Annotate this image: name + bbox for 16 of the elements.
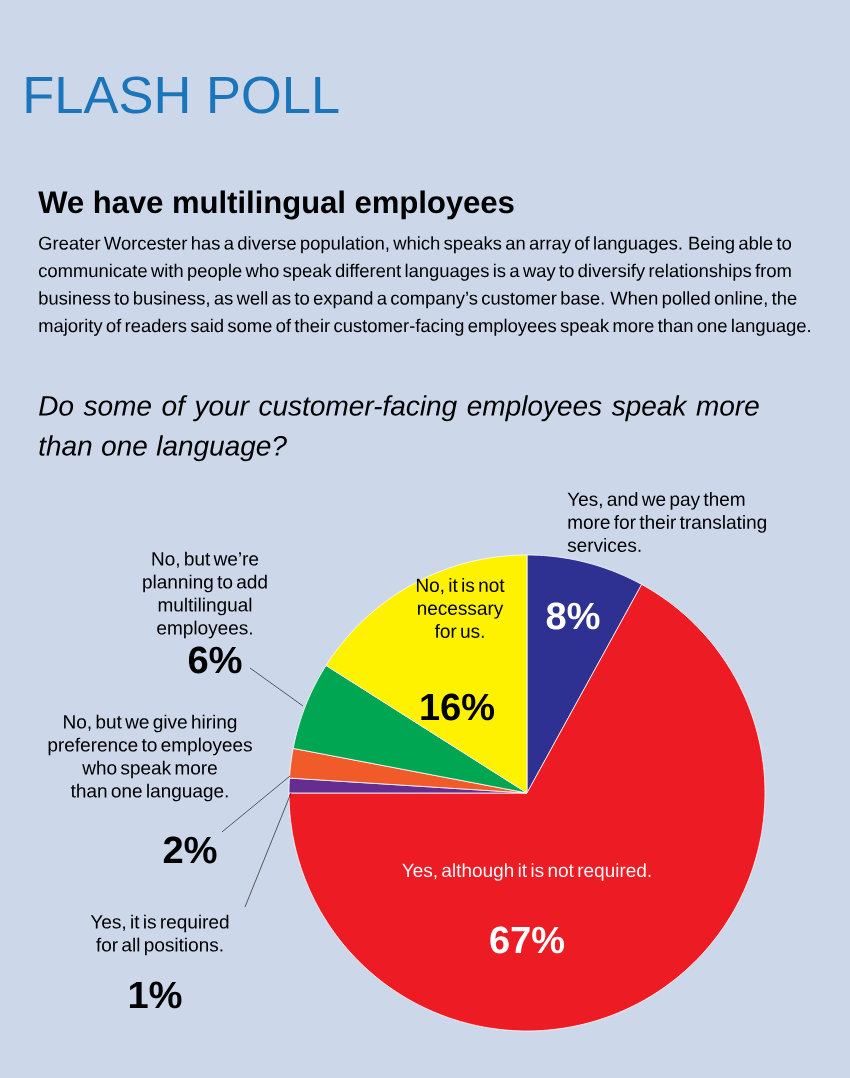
data-label: 67% [490, 926, 565, 954]
slice-label: No, but we give hiring preference to employees who speak more than one language. [48, 714, 252, 802]
chart-subtitle: We have multilingual employees [38, 190, 514, 220]
data-label: 1% [129, 981, 182, 1009]
slice-label: No, but we’re planning to add multilingual employees. [143, 551, 267, 639]
slice-label: Yes, it is required for all positions. [90, 914, 229, 956]
data-label: 6% [188, 646, 242, 674]
text: Do some of your customer-facing employees speak more than one language? [39, 395, 759, 462]
data-label: 2% [163, 836, 217, 864]
data-label: 8% [546, 602, 600, 630]
slice-label: Yes, although it is not required. [402, 863, 651, 881]
slice-label: No, it is not necessary for us. [416, 578, 505, 638]
data-label: 16% [421, 693, 495, 721]
text: Greater Worcester has a diverse population, which speaks an array of languages. Being able to communicate with people who speak different languages is a way to diversify relationships from business to business, as well as to expand a company’s customer base. When polled online, the majority of readers said some of their customer-facing employees speak more than one language. [38, 236, 810, 336]
chart-title: FLASH POLL [26, 76, 339, 114]
slice-label: Yes, and we pay them more for their translating services. [567, 492, 767, 552]
